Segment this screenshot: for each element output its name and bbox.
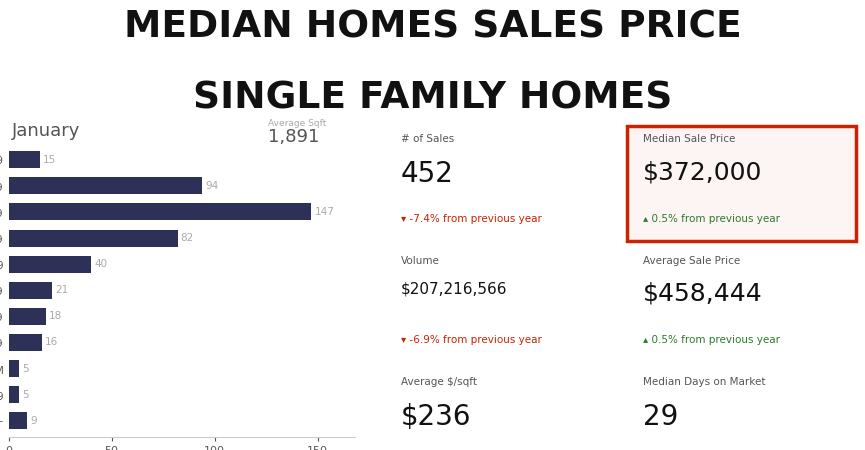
Text: SINGLE FAMILY HOMES: SINGLE FAMILY HOMES <box>193 80 672 116</box>
Bar <box>9 151 40 168</box>
Text: ▾ -7.4% from previous year: ▾ -7.4% from previous year <box>401 214 541 224</box>
Text: ▴ 0.5% from previous year: ▴ 0.5% from previous year <box>644 214 780 224</box>
Text: 15: 15 <box>42 155 56 165</box>
Text: 82: 82 <box>181 233 194 243</box>
Text: # of Sales: # of Sales <box>401 134 454 144</box>
Text: $207,216,566: $207,216,566 <box>401 282 508 297</box>
Text: Median Sale Price: Median Sale Price <box>644 134 735 144</box>
Text: 40: 40 <box>94 259 107 269</box>
Bar <box>9 203 311 220</box>
Bar <box>9 230 177 247</box>
Text: ▾ -6.9% from previous year: ▾ -6.9% from previous year <box>401 335 541 345</box>
Text: January: January <box>12 122 80 140</box>
Text: 16: 16 <box>45 338 58 347</box>
Text: 5: 5 <box>22 364 29 374</box>
Text: $236: $236 <box>401 404 471 432</box>
Text: Median Days on Market: Median Days on Market <box>644 377 766 387</box>
Bar <box>9 412 27 429</box>
Text: 18: 18 <box>48 311 62 321</box>
Text: 452: 452 <box>401 161 454 189</box>
Text: 29: 29 <box>644 404 678 432</box>
Text: 21: 21 <box>55 285 68 295</box>
Text: Volume: Volume <box>401 256 439 266</box>
Text: Average Sale Price: Average Sale Price <box>644 256 740 266</box>
Bar <box>9 308 46 325</box>
FancyBboxPatch shape <box>627 126 856 241</box>
Bar <box>9 386 19 403</box>
Bar <box>9 334 42 351</box>
Bar <box>9 177 202 194</box>
Text: 5: 5 <box>22 390 29 400</box>
Text: Average Sqft: Average Sqft <box>267 118 326 128</box>
Bar <box>9 360 19 377</box>
Text: 94: 94 <box>205 181 219 191</box>
Text: $458,444: $458,444 <box>644 282 763 306</box>
Text: 9: 9 <box>30 416 37 426</box>
Bar <box>9 256 91 273</box>
Text: 147: 147 <box>315 207 335 217</box>
Text: Average $/sqft: Average $/sqft <box>401 377 477 387</box>
Text: MEDIAN HOMES SALES PRICE: MEDIAN HOMES SALES PRICE <box>124 10 741 46</box>
Text: ▴ 0.5% from previous year: ▴ 0.5% from previous year <box>644 335 780 345</box>
Bar <box>9 282 52 299</box>
Text: $372,000: $372,000 <box>644 161 763 184</box>
Text: 1,891: 1,891 <box>267 129 319 147</box>
